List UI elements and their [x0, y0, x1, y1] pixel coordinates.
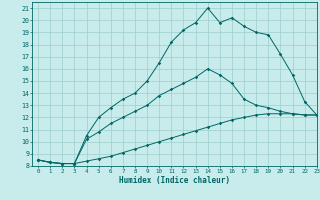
- X-axis label: Humidex (Indice chaleur): Humidex (Indice chaleur): [119, 176, 230, 185]
